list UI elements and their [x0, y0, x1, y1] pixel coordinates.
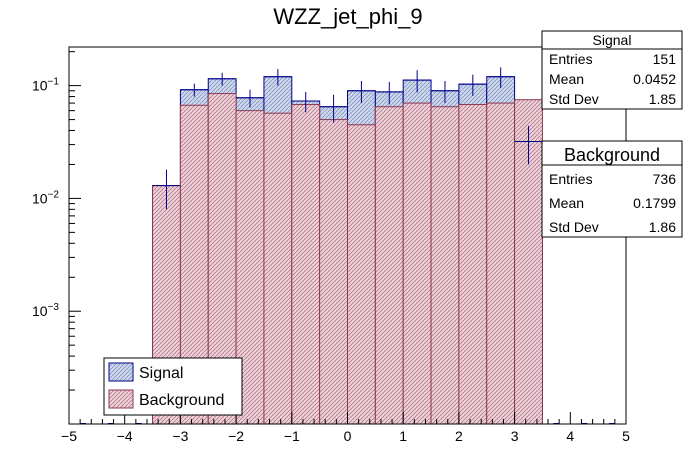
stats-label-1-2: Std Dev [549, 219, 599, 235]
x-tick-label: 1 [399, 428, 407, 444]
background-bar-5 [291, 104, 321, 424]
stats-box-0 [541, 30, 683, 110]
stats-value-1-0: 736 [653, 171, 677, 187]
background-bar-8 [374, 106, 404, 424]
stats-value-1-2: 1.86 [649, 219, 676, 235]
stats-title-0: Signal [593, 32, 632, 48]
x-tick-label: 0 [344, 428, 352, 444]
background-bar-11 [458, 104, 488, 424]
stats-box-1 [541, 140, 683, 238]
stats-value-0-2: 1.85 [649, 91, 676, 107]
x-tick-label: −2 [228, 428, 244, 444]
x-tick-label: −4 [117, 428, 133, 444]
legend: Signal Background [103, 357, 243, 416]
x-tick-label: −3 [172, 428, 188, 444]
y-tick-label: 10−2 [32, 189, 59, 206]
x-tick-label: 4 [566, 428, 574, 444]
stats-label-1-0: Entries [549, 171, 593, 187]
stats-label-0-0: Entries [549, 51, 593, 67]
background-bar-9 [402, 102, 432, 424]
legend-swatch-1 [108, 389, 134, 409]
y-axis: 10−1 10−2 10−3 [32, 51, 81, 425]
stats-label-1-1: Mean [549, 195, 584, 211]
stats-title-1: Background [564, 145, 660, 165]
stats-value-1-1: 0.1799 [633, 195, 676, 211]
y-tick-label: 10−3 [32, 302, 59, 319]
stats-label-0-2: Std Dev [549, 91, 599, 107]
background-bar-4 [263, 112, 293, 424]
background-bar-6 [319, 119, 348, 424]
chart-title: WZZ_jet_phi_9 [273, 4, 422, 29]
x-tick-label: 2 [455, 428, 463, 444]
x-tick-label: −1 [284, 428, 300, 444]
y-tick-label: 10−1 [32, 77, 59, 94]
legend-label-1: Background [139, 392, 224, 409]
background-bar-10 [430, 106, 460, 424]
x-tick-label: 5 [622, 428, 630, 444]
background-bar-12 [486, 102, 516, 424]
legend-swatch-0 [108, 362, 134, 382]
stats-label-0-1: Mean [549, 71, 584, 87]
background-bar-7 [347, 124, 376, 424]
stats-value-0-0: 151 [653, 51, 677, 67]
x-tick-label: 3 [511, 428, 519, 444]
x-tick-label: −5 [61, 428, 77, 444]
stats-value-0-1: 0.0452 [633, 71, 676, 87]
legend-label-0: Signal [139, 365, 183, 382]
